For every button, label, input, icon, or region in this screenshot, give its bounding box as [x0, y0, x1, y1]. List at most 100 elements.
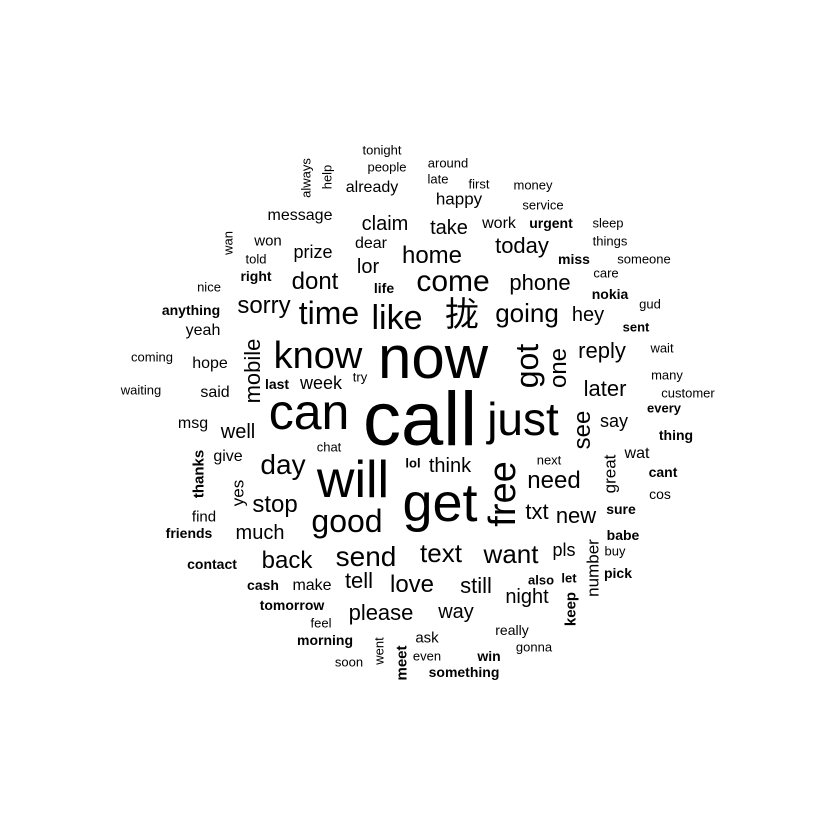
- word-coming: coming: [131, 349, 173, 365]
- word-prize: prize: [293, 242, 333, 262]
- word-yes: yes: [228, 479, 248, 507]
- word-reply: reply: [578, 338, 626, 363]
- word-night: night: [505, 586, 549, 608]
- word-know: know: [273, 335, 363, 377]
- word-will: will: [316, 451, 390, 509]
- word-money: money: [513, 177, 553, 193]
- word-tonight: tonight: [362, 142, 402, 158]
- word-yeah: yeah: [185, 322, 221, 339]
- word-every: every: [647, 400, 681, 416]
- word-lor: lor: [356, 256, 380, 278]
- word-wait: wait: [650, 340, 674, 356]
- word-sure: sure: [606, 501, 636, 517]
- word-nice: nice: [197, 279, 221, 295]
- word-feel: feel: [310, 615, 332, 631]
- word-miss: miss: [558, 251, 590, 267]
- word-sleep: sleep: [592, 215, 624, 231]
- word-told: told: [245, 251, 267, 267]
- word-babe: babe: [606, 527, 640, 543]
- word-come: come: [416, 265, 490, 298]
- word-get: get: [402, 473, 478, 533]
- word-keep: keep: [562, 591, 580, 627]
- word-like: like: [371, 299, 423, 337]
- word-sent: sent: [622, 319, 650, 335]
- word-one: one: [545, 347, 572, 389]
- word-stop: stop: [252, 491, 298, 518]
- word-always: always: [298, 158, 314, 198]
- word-went: went: [371, 637, 387, 665]
- word-things: things: [592, 233, 628, 249]
- word-gonna: gonna: [515, 639, 553, 655]
- word-something: something: [428, 664, 500, 680]
- word-cash: cash: [247, 577, 279, 593]
- word-tomorrow: tomorrow: [259, 597, 325, 613]
- word-around: around: [427, 155, 469, 171]
- word-happy: happy: [435, 189, 483, 209]
- word-much: much: [235, 522, 285, 544]
- word-going: going: [495, 298, 559, 328]
- word-please: please: [348, 600, 414, 625]
- word-tell: tell: [344, 568, 374, 593]
- word-well: well: [220, 421, 256, 443]
- word-pound-glyph: 拢: [445, 295, 479, 335]
- word-thing: thing: [658, 427, 694, 443]
- word-ask: ask: [415, 629, 439, 647]
- word-nokia: nokia: [591, 286, 629, 302]
- word-also: also: [527, 572, 555, 588]
- word-give: give: [213, 448, 243, 465]
- word-soon: soon: [334, 654, 364, 670]
- word-try: try: [352, 369, 368, 385]
- word-many: many: [651, 367, 683, 383]
- word-text: text: [420, 538, 462, 568]
- word-life: life: [373, 280, 395, 296]
- word-really: really: [495, 622, 529, 638]
- word-hope: hope: [192, 355, 228, 372]
- word-thanks: thanks: [190, 449, 208, 499]
- word-number: number: [583, 539, 603, 597]
- word-good: good: [311, 503, 383, 539]
- word-care: care: [593, 265, 619, 281]
- word-buy: buy: [604, 543, 626, 559]
- word-anything: anything: [161, 302, 221, 318]
- word-send: send: [335, 541, 397, 572]
- word-customer: customer: [661, 385, 715, 401]
- word-find: find: [191, 508, 217, 526]
- word-even: even: [412, 648, 442, 664]
- word-see: see: [569, 410, 596, 450]
- word-call: call: [362, 377, 478, 462]
- word-day: day: [260, 449, 306, 480]
- word-urgent: urgent: [529, 215, 573, 231]
- word-mobile: mobile: [240, 338, 265, 404]
- word-pls: pls: [552, 540, 576, 560]
- word-still: still: [460, 573, 492, 598]
- word-got: got: [509, 343, 545, 389]
- word-hey: hey: [571, 304, 605, 326]
- word-dont: dont: [291, 268, 339, 295]
- word-service: service: [522, 197, 564, 213]
- word-later: later: [583, 376, 627, 401]
- word-way: way: [438, 601, 474, 623]
- word-wat: wat: [624, 445, 650, 462]
- word-great: great: [600, 454, 620, 494]
- word-late: late: [427, 171, 449, 187]
- word-first: first: [468, 176, 490, 192]
- word-pick: pick: [603, 565, 633, 581]
- word-msg: msg: [177, 415, 209, 432]
- word-people: people: [367, 159, 407, 175]
- word-lol: lol: [405, 455, 421, 471]
- word-home: home: [401, 242, 463, 269]
- word-say: say: [599, 411, 629, 431]
- word-friends: friends: [165, 525, 213, 541]
- word-cos: cos: [649, 486, 671, 502]
- word-week: week: [299, 373, 343, 393]
- word-said: said: [200, 384, 230, 401]
- word-sorry: sorry: [237, 292, 291, 319]
- word-waiting: waiting: [120, 382, 162, 398]
- word-gud: gud: [639, 296, 661, 312]
- word-now: now: [377, 324, 489, 391]
- word-help: help: [319, 164, 335, 190]
- word-back: back: [261, 547, 313, 574]
- word-claim: claim: [361, 213, 409, 235]
- word-won: won: [254, 232, 282, 250]
